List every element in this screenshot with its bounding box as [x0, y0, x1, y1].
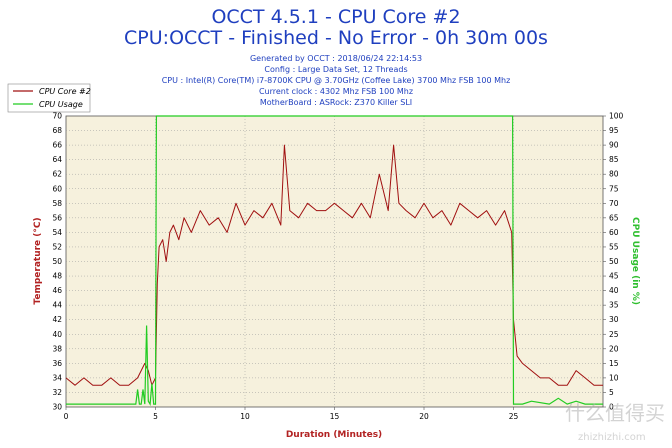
y-tick-label: 50 — [52, 257, 62, 266]
y-tick-label: 30 — [52, 403, 62, 412]
series-line-temperature — [65, 144, 603, 386]
info-line-config: Config : Large Data Set, 12 Threads — [264, 65, 407, 74]
y-tick-label: 40 — [52, 330, 62, 339]
y-tick-label: 46 — [52, 286, 62, 295]
y2-tick-label: 20 — [609, 344, 619, 353]
info-line-clock: Current clock : 4302 Mhz FSB 100 Mhz — [259, 87, 413, 96]
y-tick-label: 52 — [52, 242, 62, 251]
legend-box — [7, 83, 91, 113]
y-tick-label: 58 — [52, 199, 62, 208]
y2-tick-label: 100 — [609, 112, 624, 121]
y-tick-label: 48 — [52, 272, 62, 281]
legend-label-usage: CPU Usage — [39, 100, 83, 109]
y2-tick-label: 60 — [609, 228, 619, 237]
y2-tick-label: 50 — [609, 257, 619, 266]
y2-tick-label: 95 — [609, 126, 619, 135]
x-tick-label: 15 — [330, 412, 340, 421]
y-tick-label: 68 — [52, 126, 62, 135]
y-tick-label: 54 — [52, 228, 62, 237]
y2-tick-label: 75 — [609, 184, 619, 193]
watermark-main: 什么值得买 — [565, 401, 665, 425]
y-tick-label: 62 — [52, 170, 62, 179]
series-layer — [65, 115, 603, 406]
y-tick-label: 42 — [52, 315, 62, 324]
y2-axis-title: CPU Usage (in %) — [630, 217, 640, 305]
y-tick-label: 60 — [52, 184, 62, 193]
y-tick-label: 64 — [52, 155, 62, 164]
x-tick-label: 25 — [509, 412, 519, 421]
y2-tick-label: 85 — [609, 155, 619, 164]
y-tick-label: 70 — [52, 112, 62, 121]
y2-tick-label: 80 — [609, 170, 619, 179]
y2-tick-label: 10 — [609, 373, 619, 382]
info-line-cpu: CPU : Intel(R) Core(TM) i7-8700K CPU @ 3… — [162, 76, 511, 85]
y2-tick-label: 40 — [609, 286, 619, 295]
y2-tick-label: 90 — [609, 141, 619, 150]
legend: CPU Core #2 CPU Usage — [7, 83, 91, 113]
y2-tick-label: 45 — [609, 272, 619, 281]
y2-tick-label: 25 — [609, 330, 619, 339]
x-tick-label: 5 — [153, 412, 158, 421]
y-tick-label: 44 — [52, 301, 62, 310]
chart-subtitle: CPU:OCCT - Finished - No Error - 0h 30m … — [124, 27, 548, 49]
y2-tick-label: 0 — [609, 403, 614, 412]
y2-tick-label: 65 — [609, 213, 619, 222]
y2-tick-label: 5 — [609, 388, 614, 397]
y2-tick-label: 35 — [609, 301, 619, 310]
y-tick-label: 32 — [52, 388, 62, 397]
chart-title: OCCT 4.5.1 - CPU Core #2 — [211, 6, 460, 28]
y-tick-label: 56 — [52, 213, 62, 222]
legend-label-temperature: CPU Core #2 — [39, 87, 91, 96]
y2-tick-label: 15 — [609, 359, 619, 368]
x-tick-label: 20 — [419, 412, 429, 421]
tick-layer: 3032343638404244464850525456586062646668… — [52, 112, 623, 422]
y-axis-title: Temperature (°C) — [33, 217, 43, 304]
watermark-sub: zhizhizhi.com — [578, 432, 646, 443]
y2-tick-label: 70 — [609, 199, 619, 208]
y2-tick-label: 30 — [609, 315, 619, 324]
y-tick-label: 34 — [52, 373, 62, 382]
y-tick-label: 36 — [52, 359, 62, 368]
series-line-usage — [66, 115, 603, 406]
y-tick-label: 38 — [52, 344, 62, 353]
info-line-generated: Generated by OCCT : 2018/06/24 22:14:53 — [250, 54, 422, 63]
x-axis-title: Duration (Minutes) — [286, 430, 382, 440]
y-tick-label: 66 — [52, 141, 62, 150]
info-line-motherboard: MotherBoard : ASRock: Z370 Killer SLI — [260, 98, 412, 107]
x-tick-label: 10 — [240, 412, 250, 421]
x-tick-label: 0 — [64, 412, 69, 421]
y2-tick-label: 55 — [609, 242, 619, 251]
